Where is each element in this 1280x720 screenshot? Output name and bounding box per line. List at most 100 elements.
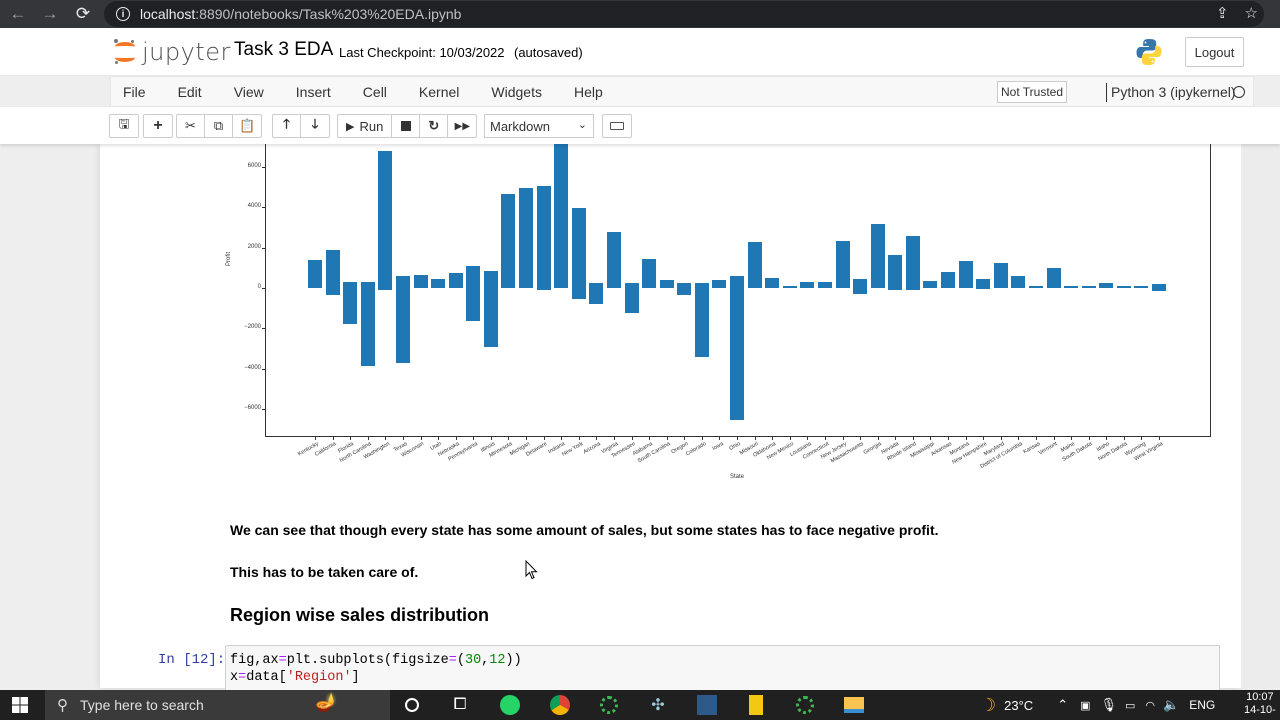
forward-button[interactable]: →	[37, 1, 63, 27]
microphone-icon[interactable]: 🎙	[1100, 697, 1118, 712]
markdown-paragraph: This has to be taken care of.	[230, 564, 419, 580]
x-tick-mark	[455, 437, 457, 440]
volume-icon[interactable]: 🔈	[1163, 697, 1180, 712]
y-tick-label: 4000	[247, 203, 261, 210]
menu-file[interactable]: File	[123, 83, 146, 100]
bar-idaho	[1099, 282, 1114, 288]
y-tick-label: −4000	[244, 364, 261, 371]
windows-logo-icon	[12, 697, 28, 713]
folder-icon	[844, 697, 864, 713]
bar-west-virginia	[1152, 283, 1166, 291]
battery-icon[interactable]: ▭	[1125, 699, 1136, 712]
bar-new-hampshire	[976, 278, 991, 289]
y-tick-mark	[262, 328, 265, 330]
x-tick-mark	[1035, 437, 1037, 440]
notebook-name[interactable]: Task 3 EDA	[234, 39, 334, 60]
tableau-app[interactable]: ✣	[646, 693, 670, 717]
run-button[interactable]: ▶ Run	[338, 115, 393, 137]
weather-temperature[interactable]: 23°C	[1004, 697, 1034, 713]
kernel-name[interactable]: Python 3 (ipykernel)	[1111, 84, 1236, 100]
kernel-divider	[1106, 83, 1107, 102]
cut-button[interactable]: ✂	[177, 115, 205, 137]
show-hidden-icons-chevron-up-icon[interactable]: ⌃	[1057, 697, 1069, 712]
x-tick-mark	[578, 437, 580, 440]
move-down-button[interactable]: 🡓	[301, 115, 329, 137]
bar-oregon	[677, 282, 692, 296]
back-button[interactable]: ←	[5, 1, 31, 27]
arrow-down-icon: 🡓	[311, 116, 319, 131]
restart-button[interactable]: ↻	[420, 115, 449, 137]
y-tick-mark	[262, 207, 265, 209]
menu-cell[interactable]: Cell	[362, 83, 387, 100]
start-button[interactable]	[0, 690, 40, 720]
whatsapp-app[interactable]	[498, 693, 522, 717]
menu-edit[interactable]: Edit	[177, 83, 202, 100]
meet-now-icon[interactable]: ▣	[1080, 699, 1091, 712]
chevron-down-icon: ⌄	[577, 119, 587, 131]
cell-prompt: In [12]:	[158, 652, 226, 668]
task-view-icon: ⧠	[453, 696, 467, 713]
logout-button[interactable]: Logout	[1185, 37, 1244, 67]
system-clock[interactable]: 10:07 14-10-	[1244, 691, 1276, 716]
save-button[interactable]: 🖫	[110, 115, 138, 137]
file-explorer-app[interactable]	[842, 693, 866, 717]
taskbar-search-input[interactable]: ⚲ Type here to search 🪔	[45, 690, 390, 720]
system-tray: ☽ 23°C ⌃ ▣ 🎙 ▭ ◠ 🔈 ENG	[980, 690, 1215, 720]
restart-run-all-button[interactable]: ▶▶	[448, 115, 476, 137]
powerbi-app[interactable]	[744, 693, 768, 717]
command-palette-button[interactable]	[603, 115, 631, 137]
jupyter-logo[interactable]: jupyter	[114, 38, 231, 66]
bar-new-york	[571, 208, 586, 300]
markdown-paragraph: We can see that though every state has s…	[230, 522, 939, 538]
reload-button[interactable]: ⟳	[70, 1, 96, 27]
code-editor[interactable]: fig,ax=plt.subplots(figsize=(30,12)) x=d…	[225, 645, 1220, 695]
menu-kernel[interactable]: Kernel	[418, 83, 460, 100]
bar-north-dakota	[1116, 285, 1131, 288]
menu-view[interactable]: View	[233, 83, 264, 100]
menu-widgets[interactable]: Widgets	[491, 83, 542, 100]
x-tick-mark	[772, 437, 774, 440]
menu-insert[interactable]: Insert	[295, 83, 331, 100]
app-green-ring-2[interactable]	[793, 693, 817, 717]
arrow-up-icon: 🡑	[283, 116, 290, 131]
language-indicator[interactable]: ENG	[1189, 698, 1216, 712]
wifi-icon[interactable]: ◠	[1145, 699, 1156, 712]
x-tick-mark	[508, 437, 510, 440]
cell-type-select[interactable]: Markdown ⌄	[484, 114, 594, 138]
bar-iowa	[712, 279, 727, 288]
site-info-icon[interactable]: i	[116, 7, 130, 21]
green-ring-icon	[600, 696, 618, 714]
copy-button[interactable]: ⧉	[205, 115, 233, 137]
stop-icon	[400, 121, 411, 131]
move-up-button[interactable]: 🡑	[273, 115, 301, 137]
autosave-status: (autosaved)	[514, 45, 583, 60]
bar-arizona	[589, 282, 604, 305]
mysql-workbench-app[interactable]	[695, 693, 719, 717]
address-bar[interactable]: i localhost:8890/notebooks/Task%203%20ED…	[104, 1, 1264, 27]
page-scrollbar[interactable]	[1241, 144, 1280, 688]
y-tick-label: −2000	[244, 324, 261, 331]
weather-moon-icon: ☽	[980, 694, 997, 715]
mouse-pointer-icon	[525, 560, 538, 580]
share-icon[interactable]: ⇪	[1215, 5, 1229, 22]
bar-illinois	[483, 270, 498, 348]
paste-button[interactable]: 📋	[233, 115, 261, 137]
forward-arrow-icon: →	[41, 4, 59, 23]
insert-cell-button[interactable]: +	[144, 115, 172, 137]
cortana-button[interactable]	[400, 693, 424, 717]
notebook-container	[100, 144, 1241, 688]
trust-button[interactable]: Not Trusted	[997, 81, 1067, 103]
menu-help[interactable]: Help	[573, 83, 603, 100]
chrome-app[interactable]	[548, 693, 572, 717]
bookmark-star-icon[interactable]: ☆	[1244, 5, 1258, 22]
bar-minnesota	[501, 194, 516, 288]
x-tick-mark	[315, 437, 316, 440]
app-green-ring[interactable]	[597, 693, 621, 717]
y-tick-label: 6000	[247, 163, 261, 169]
bar-tennessee	[624, 282, 639, 314]
interrupt-button[interactable]	[392, 115, 421, 137]
x-tick-mark	[789, 437, 791, 440]
kernel-idle-indicator-icon	[1233, 86, 1245, 98]
task-view-button[interactable]: ⧠	[448, 693, 472, 717]
keyboard-icon	[610, 122, 624, 130]
